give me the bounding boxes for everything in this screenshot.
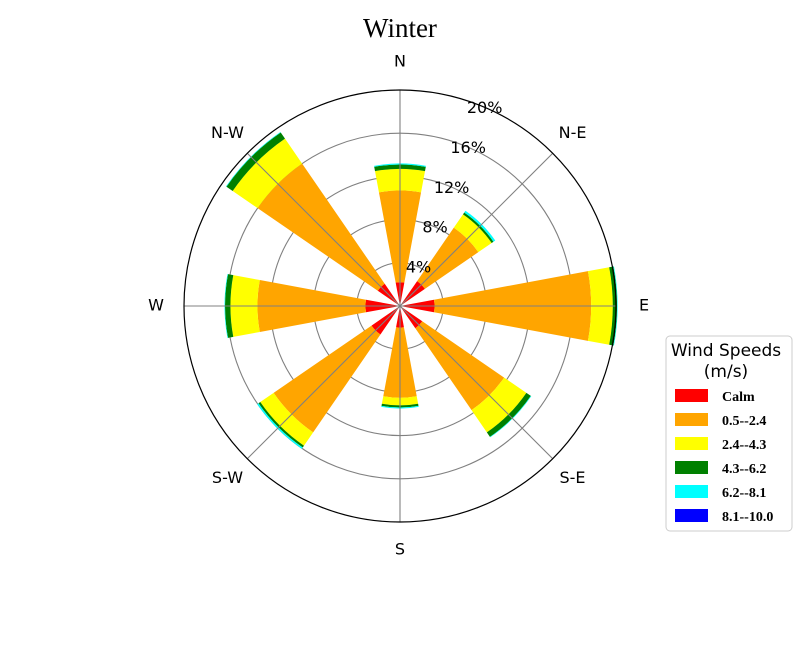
legend-swatch <box>675 509 708 522</box>
bar-n-e-4 <box>464 210 496 242</box>
bar-s-w-3 <box>258 402 304 448</box>
direction-label-n: N <box>394 52 406 71</box>
legend-swatch <box>675 461 708 474</box>
direction-label-s-w: S-W <box>212 468 243 487</box>
legend-items: Calm 0.5--2.4 2.4--4.3 4.3--6.2 6.2--8.1 8.1-… <box>675 389 773 525</box>
radial-tick-label: 4% <box>406 258 431 277</box>
legend-swatch <box>675 389 708 402</box>
radial-tick-label: 12% <box>434 178 470 197</box>
legend-label: 8.1--10.0 <box>722 510 773 525</box>
radial-tick-label: 16% <box>450 138 486 157</box>
direction-label-w: W <box>148 296 164 315</box>
chart-title: Winter <box>363 13 437 43</box>
direction-labels: N N-E E S-E S S-W W N-W <box>148 52 649 559</box>
bar-e-4 <box>613 266 618 346</box>
direction-label-n-e: N-E <box>559 123 587 142</box>
bar-n-e-3 <box>463 212 494 243</box>
windrose-bars <box>224 131 618 449</box>
spoke-n-e <box>399 152 554 307</box>
legend-label: 2.4--4.3 <box>722 438 766 453</box>
bar-n-4 <box>374 163 426 167</box>
radial-tick-label: 8% <box>422 218 447 237</box>
direction-label-s-e: S-E <box>560 468 586 487</box>
radial-tick-labels: 4% 8% 12% 16% 20% <box>406 98 503 277</box>
direction-label-s: S <box>395 540 405 559</box>
legend-swatch <box>675 413 708 426</box>
legend-frame <box>665 335 793 532</box>
spoke-s-w <box>246 305 401 460</box>
legend-swatch <box>675 485 708 498</box>
bar-w-4 <box>224 274 228 338</box>
radial-tick-label: 20% <box>467 98 503 117</box>
legend-swatch <box>675 437 708 450</box>
bar-s-w-4 <box>257 403 303 449</box>
legend-label: 0.5--2.4 <box>722 414 766 429</box>
legend: Wind Speeds (m/s) Calm 0.5--2.4 2.4--4.3 4.… <box>665 335 793 532</box>
legend-label: 4.3--6.2 <box>722 462 766 477</box>
bar-s-4 <box>381 405 419 409</box>
direction-label-e: E <box>639 296 649 315</box>
spoke-s-e <box>399 305 554 460</box>
direction-label-n-w: N-W <box>211 123 244 142</box>
legend-label: Calm <box>722 390 755 405</box>
outer-ring <box>183 89 617 523</box>
legend-subtitle: (m/s) <box>704 362 748 382</box>
spoke-n-w <box>246 152 401 307</box>
direction-spokes <box>184 90 616 522</box>
legend-label: 6.2--8.1 <box>722 486 766 501</box>
legend-title: Wind Speeds <box>671 341 781 361</box>
